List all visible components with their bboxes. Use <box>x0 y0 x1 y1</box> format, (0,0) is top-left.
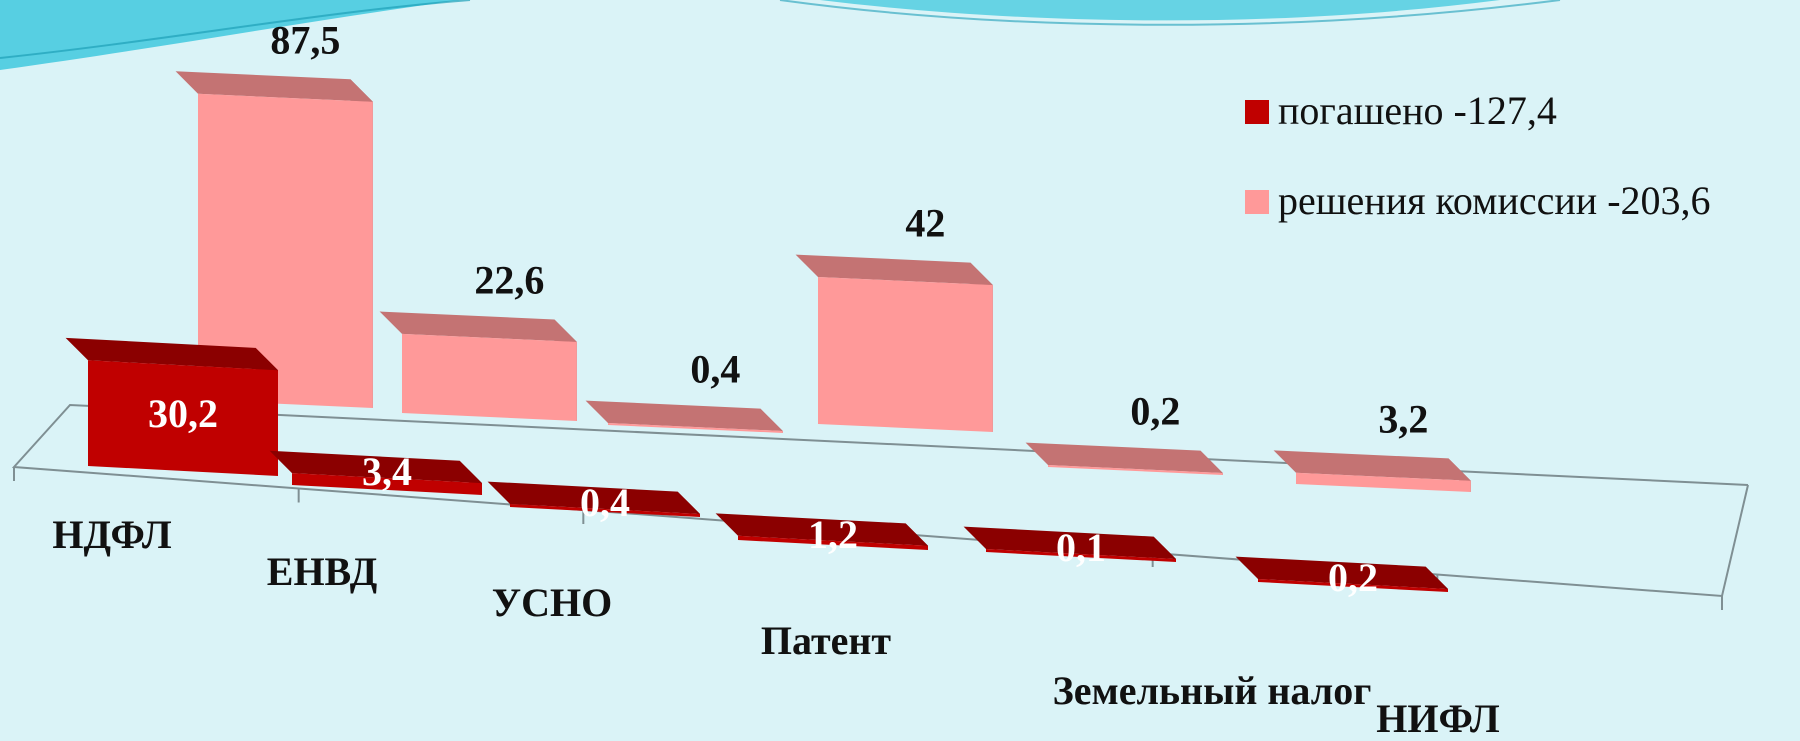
x-axis-label: УСНО <box>492 580 612 625</box>
decor-waves <box>0 0 1561 70</box>
data-label-reshenia: 3,2 <box>1378 396 1428 441</box>
bar-pogasheno-1-top <box>269 450 482 484</box>
bar-reshenia-4-top <box>1025 442 1223 473</box>
bar-pogasheno-3 <box>715 513 928 550</box>
data-label-pogasheno: 0,4 <box>580 480 630 525</box>
legend-swatch <box>1245 100 1269 124</box>
legend-label: решения комиссии -203,6 <box>1278 178 1711 223</box>
bar-pogasheno-0 <box>65 337 278 476</box>
bar-reshenia-3-top <box>795 254 993 285</box>
data-label-pogasheno: 0,1 <box>1056 525 1106 570</box>
decor-wave-left <box>0 0 460 70</box>
x-axis-label: НИФЛ <box>1376 696 1500 741</box>
data-label-pogasheno: 1,2 <box>808 512 858 557</box>
bar-reshenia-1 <box>379 311 577 421</box>
bar-reshenia-1-top <box>379 311 577 342</box>
bar-reshenia-1-front <box>402 333 577 421</box>
decor-wave-line-left <box>0 0 471 59</box>
bar-reshenia-3 <box>795 254 993 432</box>
x-axis-label: Патент <box>761 618 892 663</box>
decor-wave-line-top <box>779 0 1561 26</box>
bar-reshenia-5-top <box>1273 450 1471 481</box>
data-label-pogasheno: 0,2 <box>1328 555 1378 600</box>
bar-reshenia-5-front <box>1296 472 1471 492</box>
x-axis-label: НДФЛ <box>52 512 171 557</box>
data-label-reshenia: 87,5 <box>270 17 340 62</box>
legend-swatch <box>1245 190 1269 214</box>
bar-pogasheno-5 <box>1235 556 1448 592</box>
decor-wave-top <box>820 0 1500 21</box>
bar-reshenia-0-front <box>198 93 373 409</box>
bar-pogasheno-0-top <box>65 337 278 371</box>
bar-reshenia-2-top <box>585 400 783 431</box>
bar-pogasheno-5-front <box>1258 579 1448 592</box>
bar-pogasheno-2-front <box>510 504 700 517</box>
legend-label: погашено -127,4 <box>1278 88 1557 133</box>
data-label-reshenia: 0,4 <box>690 347 740 392</box>
bar-reshenia-2-front <box>608 423 783 433</box>
bar-pogasheno-2 <box>487 481 700 517</box>
bar-pogasheno-5-top <box>1235 556 1448 589</box>
bar-pogasheno-4 <box>963 526 1176 562</box>
bar-reshenia-4 <box>1025 442 1223 475</box>
data-label-reshenia: 22,6 <box>474 258 544 303</box>
legend: погашено -127,4 решения комиссии -203,6 <box>1245 88 1711 223</box>
data-labels: 87,5 22,6 0,4 42 0,2 3,2 30,2 3,4 0,4 1,2 0,1 0,2 <box>148 17 1428 600</box>
legend-item: погашено -127,4 <box>1245 88 1557 133</box>
bar-pogasheno-4-top <box>963 526 1176 559</box>
bar-pogasheno-2-top <box>487 481 700 514</box>
legend-item: решения комиссии -203,6 <box>1245 178 1711 223</box>
bar-pogasheno-4-front <box>986 549 1176 562</box>
data-label-reshenia: 0,2 <box>1130 389 1180 434</box>
bar-pogasheno-0-front <box>88 360 278 476</box>
bar-reshenia-5 <box>1273 450 1471 492</box>
bars-layer: 87,5 22,6 0,4 42 0,2 3,2 30,2 3,4 0,4 1,2 0,1 0,2 <box>65 17 1471 600</box>
bar-reshenia-0 <box>175 71 373 409</box>
bar-pogasheno-1-front <box>292 473 482 495</box>
x-axis-label: Земельный налог <box>1053 668 1372 713</box>
x-axis-label: ЕНВД <box>267 549 377 594</box>
bar-reshenia-4-front <box>1048 465 1223 475</box>
bar-pogasheno-3-front <box>738 535 928 550</box>
bar-pogasheno-1 <box>269 450 482 495</box>
bar-reshenia-2 <box>585 400 783 433</box>
bar-reshenia-3-front <box>818 277 993 432</box>
data-label-pogasheno: 30,2 <box>148 391 218 436</box>
bar-reshenia-0-top <box>175 71 373 102</box>
data-label-pogasheno: 3,4 <box>362 449 412 494</box>
data-label-reshenia: 42 <box>905 201 945 246</box>
bar-pogasheno-3-top <box>715 513 928 546</box>
